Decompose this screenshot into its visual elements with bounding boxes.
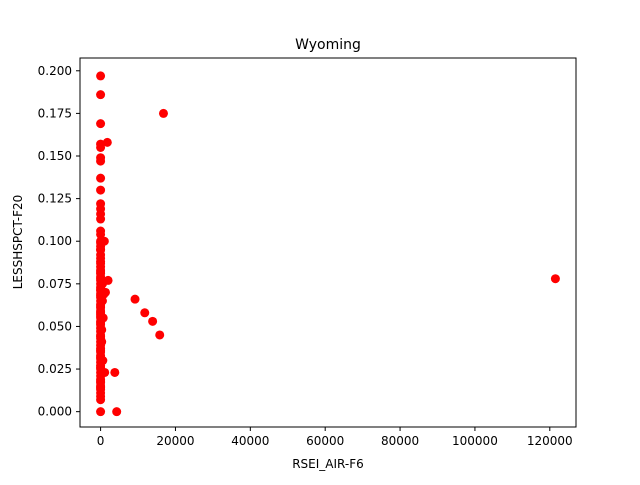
data-point xyxy=(98,313,108,323)
data-point xyxy=(96,245,106,255)
y-axis-label: LESSHSPCT-F20 xyxy=(11,195,25,290)
data-point xyxy=(96,142,106,152)
y-tick-label: 0.100 xyxy=(38,234,72,248)
data-point xyxy=(100,367,110,377)
x-tick-label: 80000 xyxy=(381,434,419,448)
data-point xyxy=(96,90,106,100)
data-point xyxy=(97,296,107,306)
data-point xyxy=(112,407,122,417)
x-tick-label: 40000 xyxy=(231,434,269,448)
x-axis: 0 20000 40000 60000 80000 100000 120000 xyxy=(97,427,573,448)
data-point xyxy=(110,367,120,377)
data-point xyxy=(155,330,165,340)
y-tick-label: 0.000 xyxy=(38,405,72,419)
data-point xyxy=(96,156,106,166)
data-point xyxy=(550,274,560,284)
data-point xyxy=(100,287,110,297)
data-point xyxy=(96,173,106,183)
data-point xyxy=(96,395,106,405)
y-tick-label: 0.125 xyxy=(38,192,72,206)
y-tick-label: 0.175 xyxy=(38,106,72,120)
x-tick-label: 0 xyxy=(97,434,105,448)
data-point xyxy=(96,185,106,195)
data-point xyxy=(96,407,106,417)
data-point xyxy=(97,325,107,335)
x-tick-label: 60000 xyxy=(306,434,344,448)
y-tick-label: 0.150 xyxy=(38,149,72,163)
x-tick-label: 20000 xyxy=(156,434,194,448)
y-axis: 0.000 0.025 0.050 0.075 0.100 0.125 0.150 0.175… xyxy=(38,64,80,419)
data-point xyxy=(96,229,106,239)
y-tick-label: 0.050 xyxy=(38,319,72,333)
data-point xyxy=(102,137,112,147)
data-point xyxy=(98,356,108,366)
data-point xyxy=(96,257,106,267)
plot-area xyxy=(80,58,576,427)
x-tick-label: 100000 xyxy=(452,434,498,448)
data-point xyxy=(96,214,106,224)
data-point xyxy=(96,383,106,393)
plot-frame xyxy=(79,57,577,428)
data-point xyxy=(99,236,109,246)
y-tick-label: 0.025 xyxy=(38,362,72,376)
data-point xyxy=(140,308,150,318)
data-points xyxy=(96,71,560,417)
data-point xyxy=(130,294,140,304)
data-point xyxy=(96,267,106,277)
data-point xyxy=(96,71,106,81)
data-point xyxy=(158,108,168,118)
x-tick-label: 120000 xyxy=(527,434,573,448)
y-tick-label: 0.200 xyxy=(38,64,72,78)
data-point xyxy=(96,376,106,386)
data-point xyxy=(96,345,106,355)
data-point xyxy=(96,119,106,129)
data-point xyxy=(103,275,113,285)
data-point xyxy=(148,316,158,326)
y-tick-label: 0.075 xyxy=(38,277,72,291)
x-axis-label: RSEI_AIR-F6 xyxy=(292,457,364,471)
chart-title: Wyoming xyxy=(295,37,361,53)
data-point xyxy=(97,337,107,347)
